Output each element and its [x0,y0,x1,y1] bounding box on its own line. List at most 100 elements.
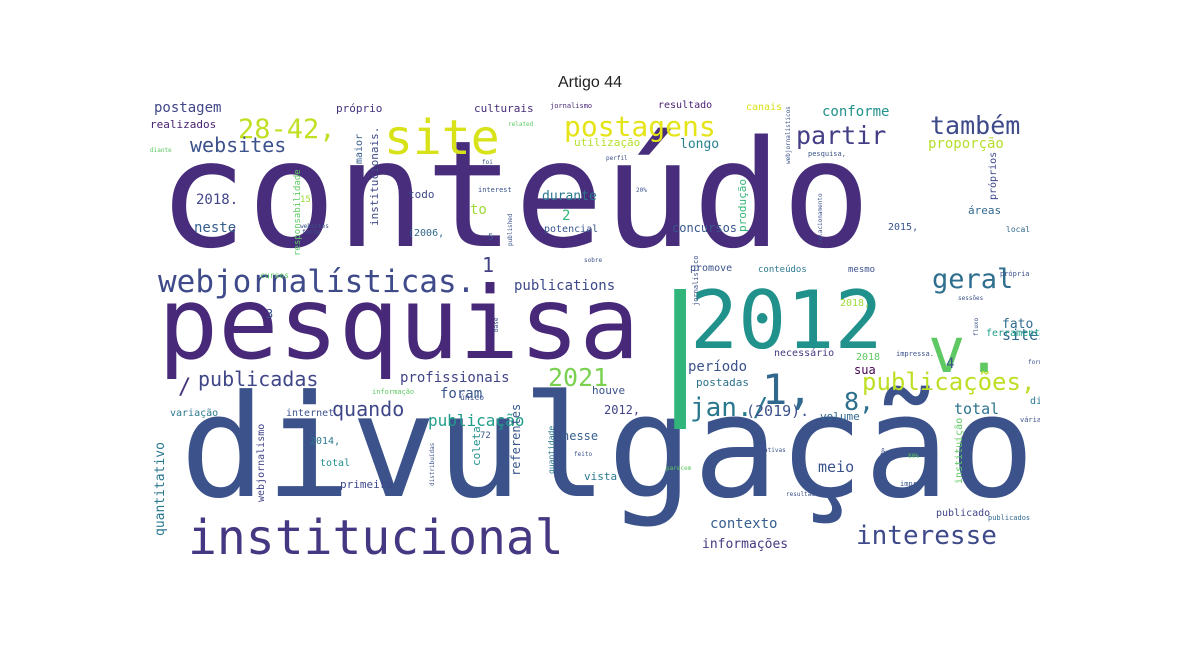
cloud-word: 2021 [548,363,608,392]
cloud-word: impressa. [896,350,934,358]
cloud-word: fato [1002,317,1033,332]
cloud-word: contexto [710,516,777,532]
cloud-word: (2019). [746,402,809,420]
cloud-word: related [508,121,534,128]
cloud-word: (2006, [408,228,444,239]
cloud-word: responsabilidade [293,169,303,256]
cloud-word: site [384,110,500,166]
cloud-word: 2018, [840,298,870,309]
cloud-word: própria [1000,270,1030,278]
cloud-word: websites [190,133,286,157]
cloud-word: informação [372,388,414,396]
cloud-word: período [688,359,747,375]
cloud-word: também [930,111,1020,140]
cloud-word: ferramenta [986,328,1040,339]
cloud-word: iniciativas [746,447,786,454]
cloud-word: sobre [584,257,602,264]
cloud-word: to [470,202,487,218]
cloud-word: publicadas [198,367,318,391]
cloud-word: parecem [666,465,692,472]
cloud-word: 2014, [310,436,340,447]
cloud-word: webjornalísticas. [158,264,475,300]
cloud-word: profissionais [400,370,510,386]
cloud-word: instituição [954,418,965,484]
cloud-word: culturais [474,102,534,115]
cloud-word: published [507,213,514,246]
cloud-word: total [954,400,999,418]
cloud-word: 2018 [856,352,880,363]
cloud-word: conteúdos [758,265,807,275]
cloud-word: longo [680,137,719,152]
cloud-word: interesse [856,521,997,551]
cloud-word: jornalístico [692,255,700,306]
cloud-word: geral [932,264,1013,295]
cloud-word: 2012, [604,403,640,417]
cloud-word: relacionamento [817,193,824,244]
cloud-word: local [1006,225,1030,234]
cloud-word: publicados [988,514,1030,522]
cloud-word: institucional [188,510,564,556]
cloud-word: distribuídas [429,442,436,486]
cloud-word: 20% [636,187,647,194]
cloud-word: coleta [470,426,483,466]
cloud-word: 5 [488,233,493,243]
cloud-word: próprios [987,152,999,200]
cloud-word: conteúdo [158,109,871,281]
cloud-word: realizados [150,118,216,131]
cloud-word: fonte [302,229,320,236]
cloud-word: vista [584,470,617,483]
cloud-word: 15 [300,195,311,205]
cloud-word: quantidade [547,426,556,474]
cloud-word: sua [854,363,876,377]
cloud-word: necessário [774,347,834,359]
cloud-word: utilização [574,136,640,149]
cloud-word: postagens [564,110,716,143]
cloud-word: jornalismo [550,102,592,110]
cloud-word: webjornalismo [256,424,267,502]
cloud-word: concursos [672,221,737,235]
cloud-word: referentes [509,404,523,476]
cloud-word: resultado [658,100,712,111]
cloud-word: volume [820,410,860,423]
cloud-word: internet [286,408,334,419]
cloud-word: | [638,267,722,430]
cloud-word: v. [928,314,1003,387]
cloud-word: maior [354,134,365,164]
cloud-word: 28-42, [238,114,336,145]
cloud-word: potencial [544,224,598,235]
cloud-word: canais [746,102,782,113]
cloud-word: diante [150,147,172,154]
cloud-word: variação [170,408,218,419]
cloud-word: divulgação [180,365,1035,530]
cloud-word: total [320,458,350,469]
cloud-word: 4 [946,356,954,372]
cloud-word: foram [440,386,482,402]
cloud-word: 1, [762,365,813,414]
cloud-word: produção [736,179,749,232]
cloud-word: webjornalísticos [785,106,792,164]
cloud-word: âmbito [880,447,916,459]
cloud-word: mesmo [848,265,875,275]
cloud-word: várias [1020,416,1040,424]
cloud-word: interest [478,186,512,194]
cloud-word: áreas [968,204,1001,217]
cloud-word: primeira [340,478,393,491]
cloud-word: postagem [154,100,221,116]
cloud-word: partir [796,121,886,150]
cloud-word: postadas [696,376,749,389]
cloud-word: fluxo [973,318,980,336]
cloud-word: cursos [260,271,289,280]
cloud-word: neste [194,220,236,236]
cloud-word: durante [542,189,597,204]
cloud-word: quando [332,397,404,421]
cloud-word: jan./ [690,393,768,423]
cloud-word: 8, [844,387,874,416]
cloud-word: sessões [958,295,984,302]
cloud-word: próprio [336,102,382,115]
cloud-word: 3 [266,307,273,321]
cloud-word: conforme [822,104,889,120]
cloud-word: único [460,393,484,402]
cloud-word: digital. [1030,396,1040,407]
cloud-word: perfil [606,155,628,162]
